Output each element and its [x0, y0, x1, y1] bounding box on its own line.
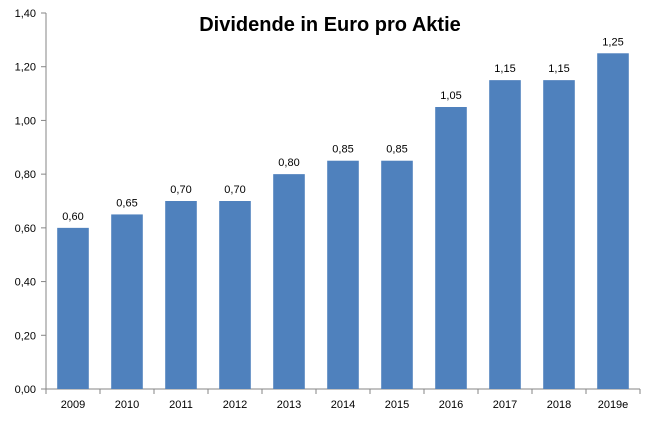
- x-tick-label-2019e: 2019e: [598, 399, 629, 411]
- x-tick-label-2009: 2009: [61, 399, 85, 411]
- x-tick-label-2010: 2010: [115, 399, 139, 411]
- y-axis: 0,00 0,20 0,40 0,60 0,80 1,00 1,20 1,40: [15, 8, 47, 396]
- data-label-2014: 0,85: [332, 144, 353, 156]
- y-tick-label: 1,20: [15, 62, 36, 74]
- x-tick-label-2013: 2013: [277, 399, 301, 411]
- bars: [57, 53, 629, 390]
- chart-title: Dividende in Euro pro Aktie: [199, 14, 461, 36]
- y-tick-label: 1,40: [15, 8, 36, 20]
- bar-2017: [489, 80, 521, 390]
- data-label-2017: 1,15: [494, 63, 515, 75]
- x-tick-label-2017: 2017: [493, 399, 517, 411]
- data-label-2011: 0,70: [170, 184, 191, 196]
- bar-2016: [435, 107, 467, 389]
- y-tick-label: 0,80: [15, 169, 36, 181]
- x-tick-label-2015: 2015: [385, 399, 409, 411]
- y-tick-label: 1,00: [15, 115, 36, 127]
- data-label-2010: 0,65: [116, 197, 137, 209]
- bar-2013: [273, 174, 305, 389]
- data-label-2018: 1,15: [548, 63, 569, 75]
- data-label-2019e: 1,25: [602, 36, 623, 48]
- bar-2012: [219, 201, 251, 389]
- data-label-2009: 0,60: [62, 211, 83, 223]
- bar-2014: [327, 160, 359, 389]
- data-label-2013: 0,80: [278, 157, 299, 169]
- data-label-2012: 0,70: [224, 184, 245, 196]
- y-tick-label: 0,00: [15, 384, 36, 396]
- bar-2019e: [597, 53, 629, 390]
- x-tick-label-2018: 2018: [547, 399, 571, 411]
- y-tick-label: 0,60: [15, 223, 36, 235]
- x-tick-label-2012: 2012: [223, 399, 247, 411]
- bar-2010: [111, 214, 143, 389]
- x-axis: 2009 2010 2011 2012 2013 2014 2015 2016 2017 2018…: [45, 388, 641, 411]
- bar-2015: [381, 160, 413, 389]
- x-tick-label-2016: 2016: [439, 399, 463, 411]
- bar-2011: [165, 201, 197, 389]
- y-tick-label: 0,40: [15, 277, 36, 289]
- x-tick-label-2014: 2014: [331, 399, 355, 411]
- bar-2018: [543, 80, 575, 390]
- y-tick-label: 0,20: [15, 330, 36, 342]
- data-labels: 0,60 0,65 0,70 0,70 0,80 0,85 0,85 1,05 1,15 1,15…: [62, 36, 623, 223]
- x-tick-label-2011: 2011: [169, 399, 193, 411]
- bar-2009: [57, 227, 89, 389]
- data-label-2015: 0,85: [386, 144, 407, 156]
- data-label-2016: 1,05: [440, 90, 461, 102]
